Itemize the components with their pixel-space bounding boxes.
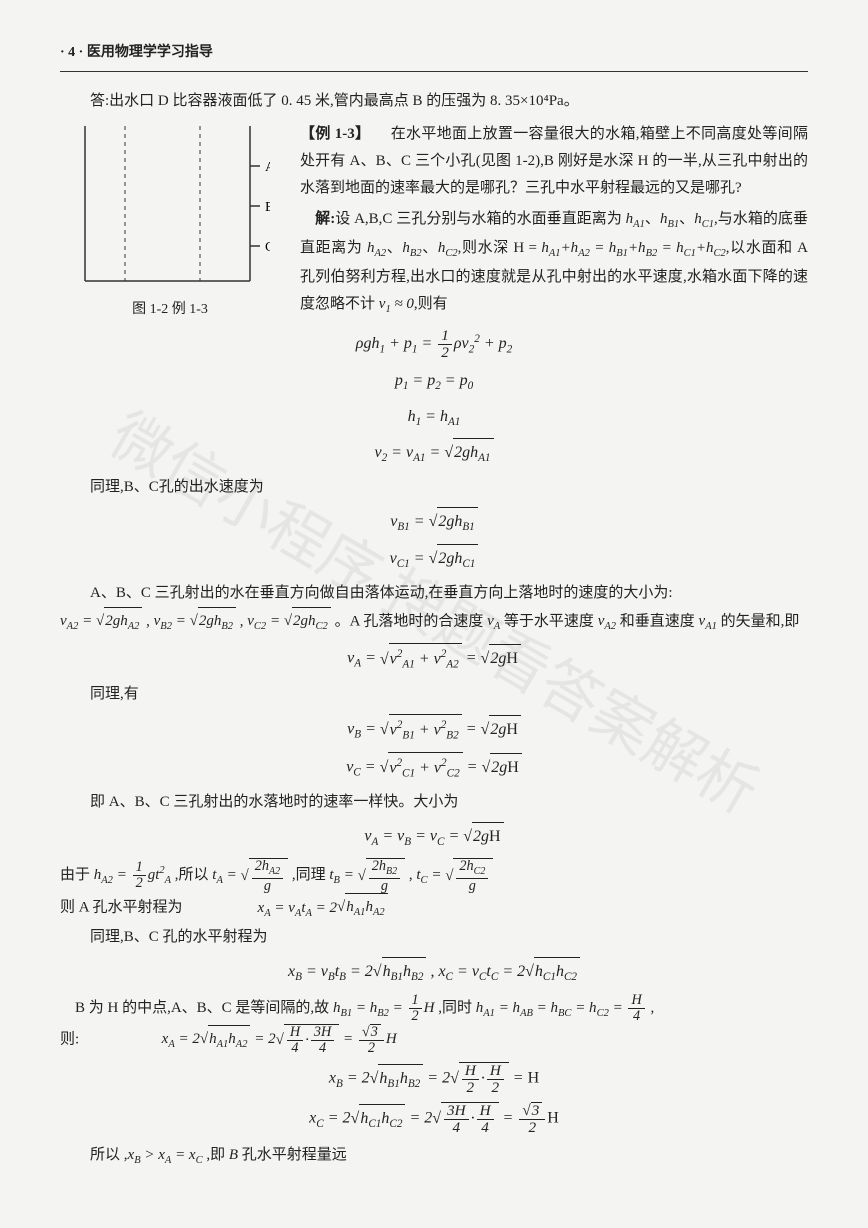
eq-p: p1 = p2 = p0 <box>60 367 808 396</box>
freefall-text: A、B、C 三孔射出的水在垂直方向做自由落体运动,在垂直方向上落地时的速度的大小… <box>60 580 808 607</box>
then-line: 则: xA = 2hA1hA2 = 2H4·3H4 = 32H <box>60 1024 808 1056</box>
sol-intro-text: 设 A,B,C 三孔分别与水箱的水面垂直距离为 hA1、hB1、hC1,与水箱的… <box>300 211 808 312</box>
figure-1-2: A B C 图 1-2 例 1-3 <box>60 121 280 322</box>
same-bc2: 同理,B、C 孔的水平射程为 <box>60 924 808 951</box>
eq-vC: vC = v2C1 + v2C2 = 2gH <box>60 752 808 784</box>
eq-xBC: xB = vBtB = 2hB1hB2 , xC = vCtC = 2hC1hC… <box>60 957 808 987</box>
book-title: 医用物理学学习指导 <box>87 45 213 60</box>
same-speed: 即 A、B、C 三孔射出的水落地时的速率一样快。大小为 <box>60 789 808 816</box>
svg-text:A: A <box>265 160 270 175</box>
svg-text:B: B <box>265 200 270 215</box>
eq-v2: v2 = vA1 = 2ghA1 <box>60 438 808 468</box>
eq-xC2: xC = 2hC1hC2 = 23H4·H4 = 32H <box>60 1102 808 1136</box>
conclusion: 所以 ,xB > xA = xC ,即 B 孔水平射程量远 <box>60 1142 808 1171</box>
time-line: 由于 hA2 = 12gt2A ,所以 tA = 2hA2g ,同理 tB = … <box>60 858 808 893</box>
sol-label: 解: <box>315 211 335 227</box>
figure-caption: 图 1-2 例 1-3 <box>60 297 280 322</box>
xA-line: 则 A 孔水平射程为 xA = vAtA = 2hA1hA2 <box>60 893 808 923</box>
eq-vc1: vC1 = 2ghC1 <box>60 544 808 574</box>
eq-vb1: vB1 = 2ghB1 <box>60 507 808 537</box>
svg-text:C: C <box>265 240 270 255</box>
same-bc: 同理,B、C孔的出水速度为 <box>60 474 808 501</box>
prev-answer: 答:出水口 D 比容器液面低了 0. 45 米,管内最高点 B 的压强为 8. … <box>60 88 808 115</box>
page-header: · 4 · 医用物理学学习指导 <box>60 40 808 72</box>
eq-vA: vA = v2A1 + v2A2 = 2gH <box>60 643 808 675</box>
example-1-3: A B C 图 1-2 例 1-3 【例 1-3】 在水平地面上放置一容量很大的… <box>60 121 808 322</box>
problem-body: 在水平地面上放置一容量很大的水箱,箱壁上不同高度处等间隔处开有 A、B、C 三个… <box>300 126 808 196</box>
page-number: · 4 · <box>60 45 83 60</box>
eq-xB2: xB = 2hB1hB2 = 2H2·H2 = H <box>60 1062 808 1096</box>
eq-h: h1 = hA1 <box>60 403 808 432</box>
va2-line: vA2 = 2ghA2 , vB2 = 2ghB2 , vC2 = 2ghC2 … <box>60 607 808 637</box>
eq-vB: vB = v2B1 + v2B2 = 2gH <box>60 714 808 746</box>
xA-label: 则 A 孔水平射程为 <box>60 900 183 916</box>
mid-line: B 为 H 的中点,A、B、C 是等间隔的,故 hB1 = hB2 = 12H … <box>60 993 808 1024</box>
eq-vall: vA = vB = vC = 2gH <box>60 822 808 852</box>
then-label: 则: <box>60 1031 79 1047</box>
same2: 同理,有 <box>60 681 808 708</box>
eq-bernoulli: ρgh1 + p1 = 12ρv22 + p2 <box>60 328 808 361</box>
tank-diagram: A B C <box>70 121 270 291</box>
example-label: 【例 1-3】 <box>300 126 370 142</box>
